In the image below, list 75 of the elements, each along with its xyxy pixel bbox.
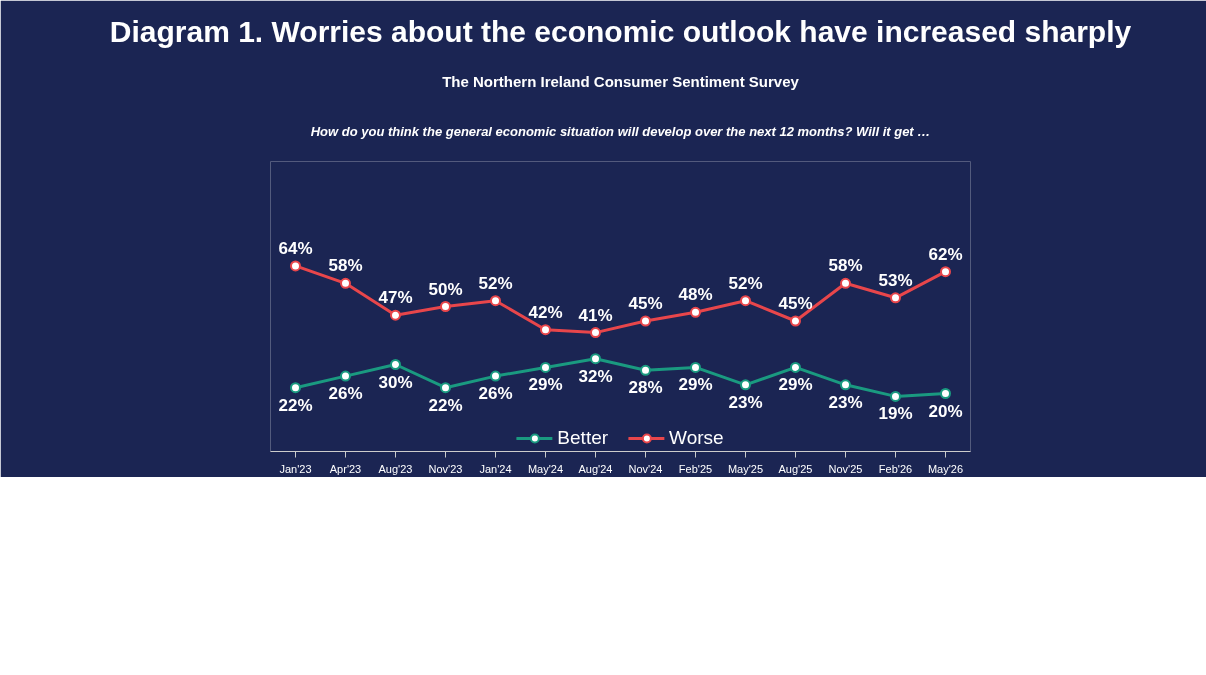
point: [940, 388, 951, 399]
point: [640, 364, 651, 376]
point: [490, 295, 501, 307]
point: [890, 292, 901, 304]
data-label: 41%: [578, 305, 613, 325]
data-label: 30%: [378, 372, 413, 392]
data-label: 58%: [328, 256, 363, 276]
point: [840, 277, 851, 289]
data-label: 23%: [728, 392, 763, 412]
chart-subtitle: The Northern Ireland Consumer Sentiment Survey: [442, 72, 800, 90]
point: [540, 361, 551, 373]
x-tick-label: May'24: [527, 462, 564, 475]
data-label: 53%: [878, 270, 913, 290]
point: [690, 306, 701, 318]
point: [540, 324, 551, 336]
data-label: 58%: [828, 256, 863, 276]
data-label: 19%: [878, 404, 913, 424]
point: [740, 295, 751, 307]
point: [440, 301, 451, 312]
x-tick-label: Jan'24: [479, 462, 512, 475]
data-label: 32%: [578, 366, 613, 386]
data-label: 45%: [628, 294, 663, 313]
x-tick-label: May'25: [727, 462, 764, 475]
point: [390, 309, 401, 321]
x-tick-label: Aug'24: [578, 462, 613, 475]
data-label: 64%: [278, 238, 313, 258]
legend-label: Better: [557, 427, 609, 449]
chart-title: Diagram 1. Worries about the economic outlook have increased sharply: [109, 15, 1132, 48]
x-tick-label: Aug'23: [378, 462, 413, 475]
x-tick-label: Apr'23: [329, 462, 362, 475]
x-tick-label: Nov'23: [428, 462, 463, 475]
point: [890, 390, 901, 402]
x-tick-label: May'26: [927, 462, 964, 475]
data-label: 22%: [428, 395, 463, 415]
data-label: 23%: [828, 392, 863, 412]
point: [790, 315, 801, 327]
point: [840, 379, 851, 391]
x-tick-label: Jan'23: [279, 462, 312, 475]
data-label: 29%: [678, 375, 713, 395]
x-tick-label: Aug'25: [778, 462, 813, 475]
point: [590, 327, 601, 339]
data-label: 29%: [528, 375, 563, 395]
text: How do you think the general economic situation will develop over the next 12 months? Will it get …: [310, 124, 931, 139]
point: [790, 361, 801, 373]
data-label: 62%: [928, 244, 963, 264]
data-label: 26%: [328, 384, 363, 404]
point: [640, 315, 651, 327]
point: [290, 260, 301, 272]
data-label: 28%: [628, 378, 663, 398]
point: [440, 382, 451, 394]
legend-label: Worse: [669, 427, 724, 449]
x-tick-label: Nov'24: [628, 462, 663, 475]
point: [340, 370, 351, 382]
point: [690, 361, 701, 373]
point: [340, 277, 351, 289]
point: [390, 359, 401, 370]
point: [290, 382, 301, 394]
data-label: 20%: [928, 401, 963, 421]
data-label: 52%: [478, 273, 513, 293]
data-label: 52%: [728, 273, 763, 293]
data-label: 45%: [778, 294, 813, 313]
point: [490, 370, 501, 382]
data-label: 22%: [278, 395, 313, 415]
point: [740, 379, 751, 391]
data-label: 42%: [528, 302, 563, 322]
x-tick-label: Nov'25: [828, 462, 863, 475]
data-label: 50%: [428, 279, 463, 299]
x-tick-label: Feb'26: [878, 462, 913, 475]
data-label: 26%: [478, 384, 513, 404]
x-tick-label: Feb'25: [678, 462, 713, 475]
point: [940, 266, 951, 278]
point: [590, 353, 601, 365]
data-label: 47%: [378, 288, 413, 308]
data-label: 48%: [678, 285, 713, 305]
data-label: 29%: [778, 375, 813, 395]
